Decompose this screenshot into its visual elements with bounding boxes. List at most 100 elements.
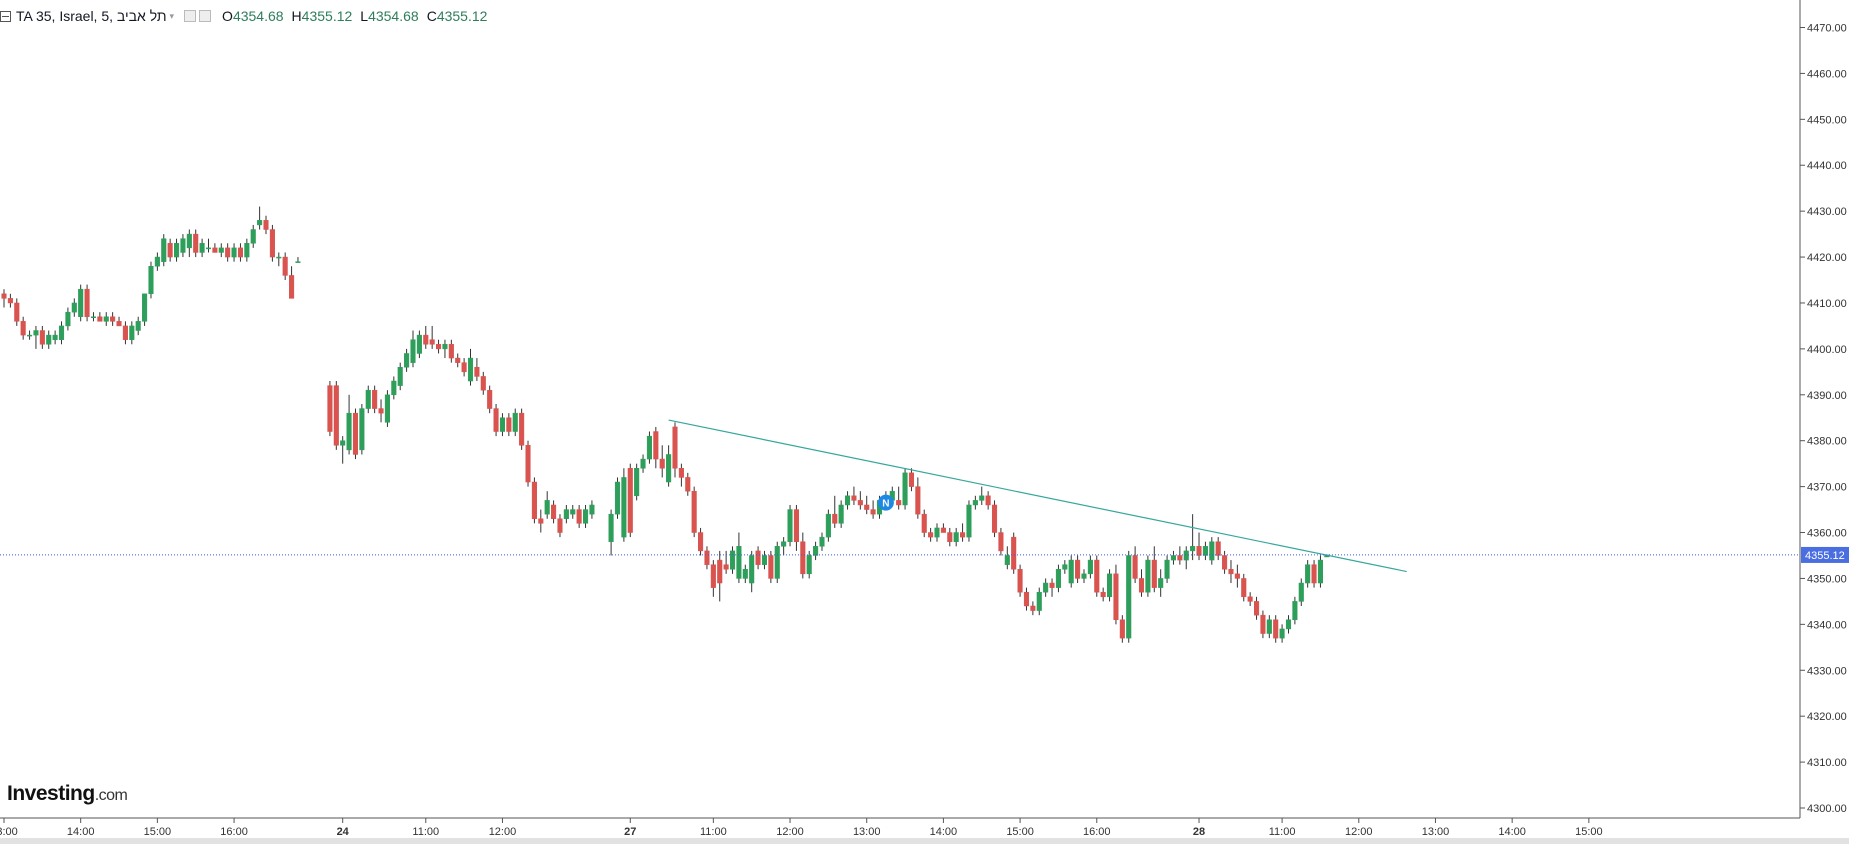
candle-body	[1062, 564, 1068, 570]
candle	[295, 257, 301, 263]
candle	[710, 560, 716, 597]
candle-body	[1215, 541, 1221, 556]
candle	[825, 509, 831, 542]
candle-body	[896, 500, 902, 506]
candle-body	[1273, 619, 1279, 639]
candle-body	[1241, 578, 1247, 598]
candle	[755, 546, 761, 570]
candle	[180, 234, 186, 258]
candle	[704, 546, 710, 570]
candle	[525, 440, 531, 487]
price-tick-label: 4450.00	[1807, 114, 1847, 126]
candle-body	[902, 472, 908, 506]
candle	[1049, 578, 1055, 597]
candle-body	[787, 509, 793, 542]
candle	[480, 371, 486, 395]
candle-body	[570, 509, 576, 515]
price-tick-label: 4390.00	[1807, 390, 1847, 402]
candle	[365, 385, 371, 414]
candle-body	[666, 454, 672, 483]
candle-body	[608, 513, 614, 542]
candle-body	[193, 233, 199, 253]
candle	[397, 362, 403, 391]
candle	[1317, 555, 1323, 588]
candle	[1023, 587, 1030, 611]
candle	[685, 472, 691, 496]
candle-body	[250, 229, 256, 244]
candle-body	[1023, 591, 1030, 607]
candle	[634, 463, 640, 501]
candle	[800, 532, 806, 579]
candle-body	[480, 376, 486, 391]
time-axis: 13:00 14:00 15:00 16:00 24 11:00 12:00 27 11:00 1…	[0, 817, 1800, 838]
candle-body	[1222, 555, 1228, 570]
collapse-icon[interactable]	[0, 10, 11, 22]
candle-body	[1113, 573, 1119, 621]
time-tick-label: 15:00	[144, 826, 172, 838]
candle	[582, 504, 589, 528]
candle	[1253, 596, 1260, 620]
candle	[1030, 601, 1036, 616]
candle-body	[110, 316, 116, 322]
candle-body	[84, 288, 90, 317]
open-readout: O4354.68	[222, 8, 284, 24]
candle	[614, 477, 621, 519]
candle	[384, 390, 390, 427]
candle	[691, 486, 697, 538]
candle-body	[1049, 582, 1055, 588]
price-tick-label: 4400.00	[1807, 344, 1847, 356]
price-tick-label: 4350.00	[1807, 573, 1847, 585]
candle-body	[1298, 582, 1304, 602]
candle-body	[551, 504, 557, 520]
chart-legend: TA 35, Israel, 5, תל אביב ▾ O4354.68 H43…	[0, 6, 487, 26]
candle-body	[397, 366, 403, 386]
price-tick-label: 4310.00	[1807, 757, 1847, 769]
candle	[122, 321, 128, 345]
visibility-icon[interactable]	[199, 10, 212, 22]
candle-body	[966, 504, 972, 538]
chevron-down-icon[interactable]: ▾	[169, 10, 175, 21]
bottom-scrollbar[interactable]	[0, 838, 1849, 844]
candle	[84, 284, 90, 322]
time-tick-label: 14:00	[1498, 826, 1526, 838]
candle	[678, 463, 684, 487]
candle	[455, 353, 461, 368]
candle	[1145, 555, 1151, 597]
candle-body	[1202, 546, 1208, 556]
price-tick-label: 4330.00	[1807, 665, 1847, 677]
candle	[269, 224, 275, 262]
candle	[359, 403, 365, 455]
settings-icon[interactable]	[184, 10, 197, 22]
candle-body	[384, 394, 390, 423]
candle	[1094, 555, 1100, 597]
candle-body	[218, 247, 224, 253]
candle-body	[135, 321, 141, 331]
candle-body	[429, 339, 435, 345]
symbol-title[interactable]: TA 35, Israel, 5, תל אביב	[16, 8, 167, 24]
candle	[71, 298, 77, 317]
candle-body	[1285, 619, 1292, 630]
candle	[97, 312, 103, 322]
candle-body	[372, 389, 378, 409]
candle	[589, 500, 595, 519]
price-tick-label: 4420.00	[1807, 252, 1847, 264]
candle-body	[1075, 559, 1081, 579]
candle-body	[844, 495, 851, 506]
candle	[1266, 615, 1272, 639]
candle	[563, 504, 569, 524]
candle	[1158, 569, 1164, 597]
candle	[154, 252, 160, 271]
price-tick-label: 4340.00	[1807, 619, 1847, 631]
news-marker-icon[interactable]	[877, 494, 894, 511]
time-tick-label: 15:00	[1575, 826, 1603, 838]
time-tick-label: 12:00	[776, 826, 804, 838]
candle	[1285, 615, 1292, 634]
time-tick-label: 27	[624, 826, 636, 838]
candle	[404, 348, 410, 372]
candle	[499, 413, 506, 437]
candle	[1055, 564, 1061, 593]
candle-body	[819, 536, 825, 547]
candle-body	[416, 334, 422, 354]
candle-body	[781, 541, 787, 547]
